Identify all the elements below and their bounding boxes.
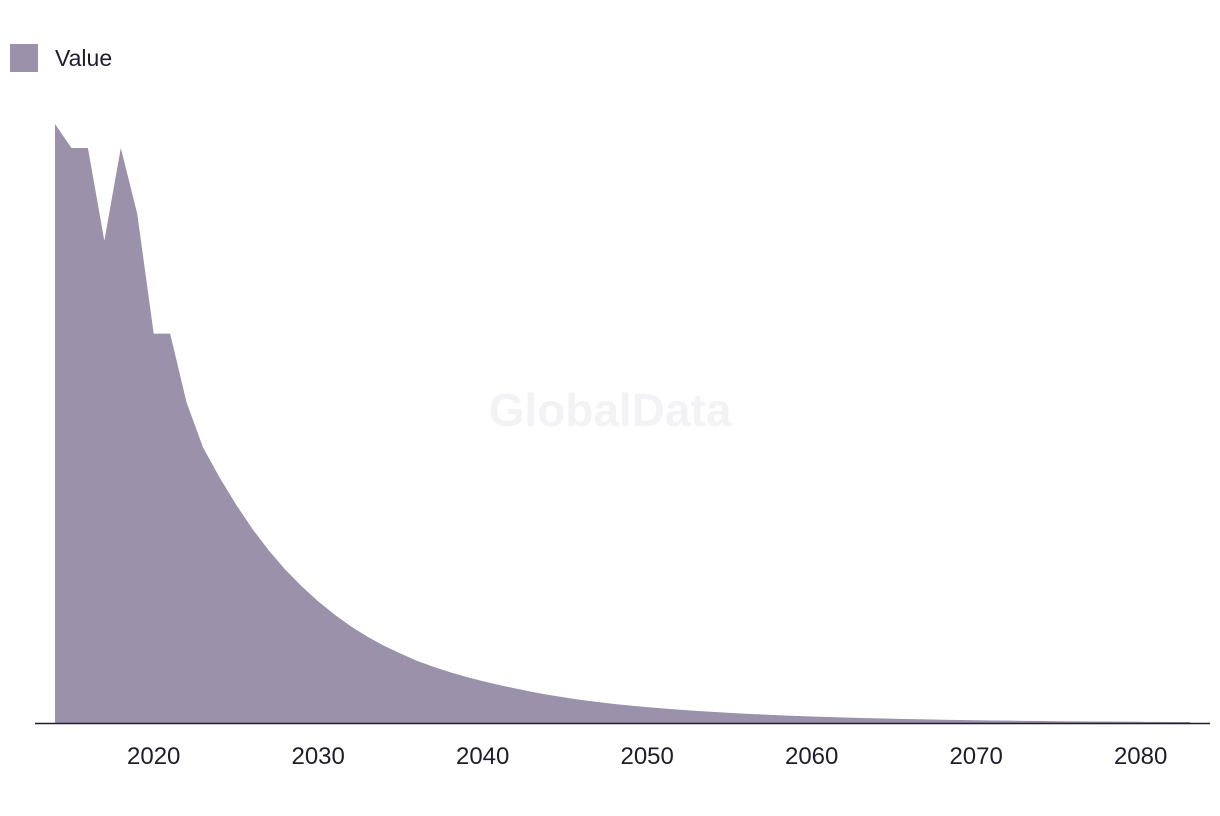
x-tick-label: 2020	[127, 743, 180, 770]
x-tick-label: 2080	[1114, 743, 1167, 770]
series-area-value	[55, 124, 1190, 723]
watermark: GlobalData	[489, 384, 732, 436]
legend-swatch	[10, 44, 38, 72]
legend-label: Value	[55, 44, 113, 71]
x-tick-label: 2050	[620, 743, 673, 770]
x-tick-label: 2070	[949, 743, 1002, 770]
legend: Value	[10, 44, 112, 72]
x-tick-label: 2060	[785, 743, 838, 770]
x-tick-label: 2040	[456, 743, 509, 770]
x-tick-label: 2030	[291, 743, 344, 770]
x-axis-ticks: 2020 2030 2040 2050 2060 2070 2080	[127, 743, 1167, 770]
